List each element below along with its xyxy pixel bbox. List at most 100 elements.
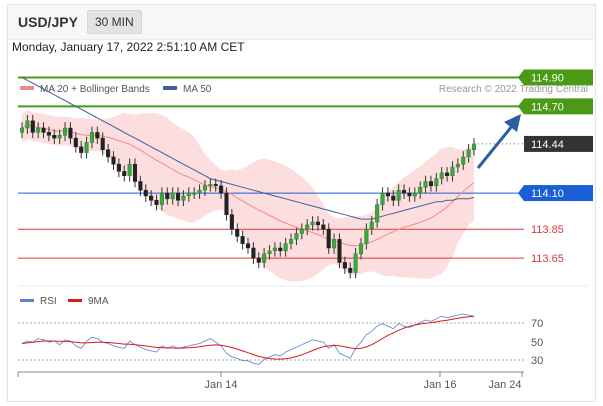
candle-body [170, 192, 175, 200]
candle-body [294, 233, 299, 240]
candle-body [455, 163, 460, 168]
candle-body [375, 204, 380, 223]
rsi-legend-swatch [20, 299, 34, 302]
level-tag-114-90 [524, 69, 593, 86]
candle-body [229, 214, 234, 230]
candle-body [380, 192, 385, 205]
level-tag-pointer [518, 185, 524, 202]
candle-body [385, 192, 390, 197]
candle-body [235, 228, 240, 237]
candle-body [46, 132, 51, 136]
level-label-113-65: 113.65 [531, 253, 564, 265]
candle-body [272, 247, 277, 252]
chart-header: USD/JPY 30 MIN [8, 5, 595, 40]
candle-body [418, 187, 423, 194]
candle-body [369, 221, 374, 230]
candle-body [41, 127, 46, 133]
symbol-label: USD/JPY [18, 14, 78, 30]
timeframe-button[interactable]: 30 MIN [87, 10, 142, 34]
candle-body [106, 149, 111, 158]
research-credit: Research © 2022 Trading Central [439, 84, 588, 95]
candle-body [332, 239, 337, 249]
candle-body [192, 192, 197, 195]
candle-body [213, 184, 218, 187]
ma20-legend-swatch [20, 86, 34, 90]
candle-body [412, 192, 417, 197]
candle-body [450, 166, 455, 176]
level-tag-114-70 [524, 98, 593, 115]
candle-body [283, 243, 288, 252]
candle-body [439, 172, 444, 179]
candle-body [428, 181, 434, 187]
candle-body [165, 192, 170, 200]
ma50-legend-label: MA 50 [183, 84, 212, 95]
candle-body [138, 181, 143, 191]
candle-body [132, 163, 138, 182]
candle-body [57, 135, 62, 139]
level-label-113-85: 113.85 [531, 224, 564, 236]
candle-body [197, 189, 202, 194]
candle-body [267, 250, 272, 255]
candle-body [219, 185, 224, 194]
x-label-jan24: Jan 24 [488, 379, 521, 391]
candle-body [342, 262, 347, 269]
datetime-stamp: Monday, January 17, 2022 2:51:10 AM CET [12, 40, 245, 54]
candle-body [181, 195, 186, 201]
candle-body [175, 192, 181, 201]
candle-body [84, 142, 89, 153]
ma50-legend-swatch [163, 86, 177, 90]
candle-body [143, 189, 148, 197]
candle-body [434, 178, 439, 187]
candle-body [391, 195, 396, 201]
candle-body [337, 239, 342, 263]
candle-body [36, 127, 41, 133]
candle-body [245, 243, 251, 249]
candle-body [251, 247, 256, 259]
candle-body [358, 243, 364, 255]
candle-body [466, 149, 471, 158]
rsi-level-30-label: 30 [531, 355, 543, 367]
candle-body [305, 224, 310, 230]
ma20-legend-label: MA 20 + Bollinger Bands [40, 84, 150, 95]
candle-body [326, 228, 331, 249]
level-tag-pointer [518, 69, 524, 86]
candle-body [95, 132, 100, 139]
candle-body [100, 137, 105, 150]
candle-body [127, 163, 132, 176]
level-label-114-44: 114.44 [531, 139, 564, 151]
candle-body [19, 127, 25, 133]
candle-body [278, 247, 283, 252]
candle-body [149, 195, 154, 201]
candle-body [288, 239, 294, 244]
rsi-level-70-label: 70 [531, 318, 543, 330]
bollinger-band-fill [22, 110, 474, 282]
candle-body [364, 228, 369, 244]
candle-body [73, 137, 78, 148]
rsi-line [21, 313, 475, 365]
level-tag-114-10 [524, 185, 593, 202]
candle-body [299, 228, 304, 234]
candle-body [202, 185, 208, 191]
ma50-line [21, 77, 475, 220]
candle-body [262, 253, 267, 263]
candle-body [52, 135, 57, 139]
forecast-arrow-icon [476, 114, 521, 169]
key-levels: 114.90 114.70 114.44 114.10 113.85 113.65 [18, 69, 593, 265]
x-label-jan16: Jan 16 [423, 379, 456, 391]
candle-body [89, 132, 95, 143]
candle-body [68, 127, 73, 139]
chart-panel: USD/JPY 30 MIN [7, 4, 596, 402]
candle-body [256, 257, 261, 263]
candle-body [407, 192, 412, 197]
candle-body [79, 146, 84, 153]
rsi-level-50-label: 50 [531, 337, 543, 349]
rsi-legend-label: RSI [40, 296, 57, 307]
candle-body [315, 221, 321, 226]
candle-body [240, 236, 245, 244]
candle-body [310, 221, 315, 226]
level-tag-pointer [518, 98, 524, 115]
candle-body [25, 120, 30, 129]
candle-body [321, 224, 326, 230]
level-label-114-10: 114.10 [531, 188, 564, 200]
